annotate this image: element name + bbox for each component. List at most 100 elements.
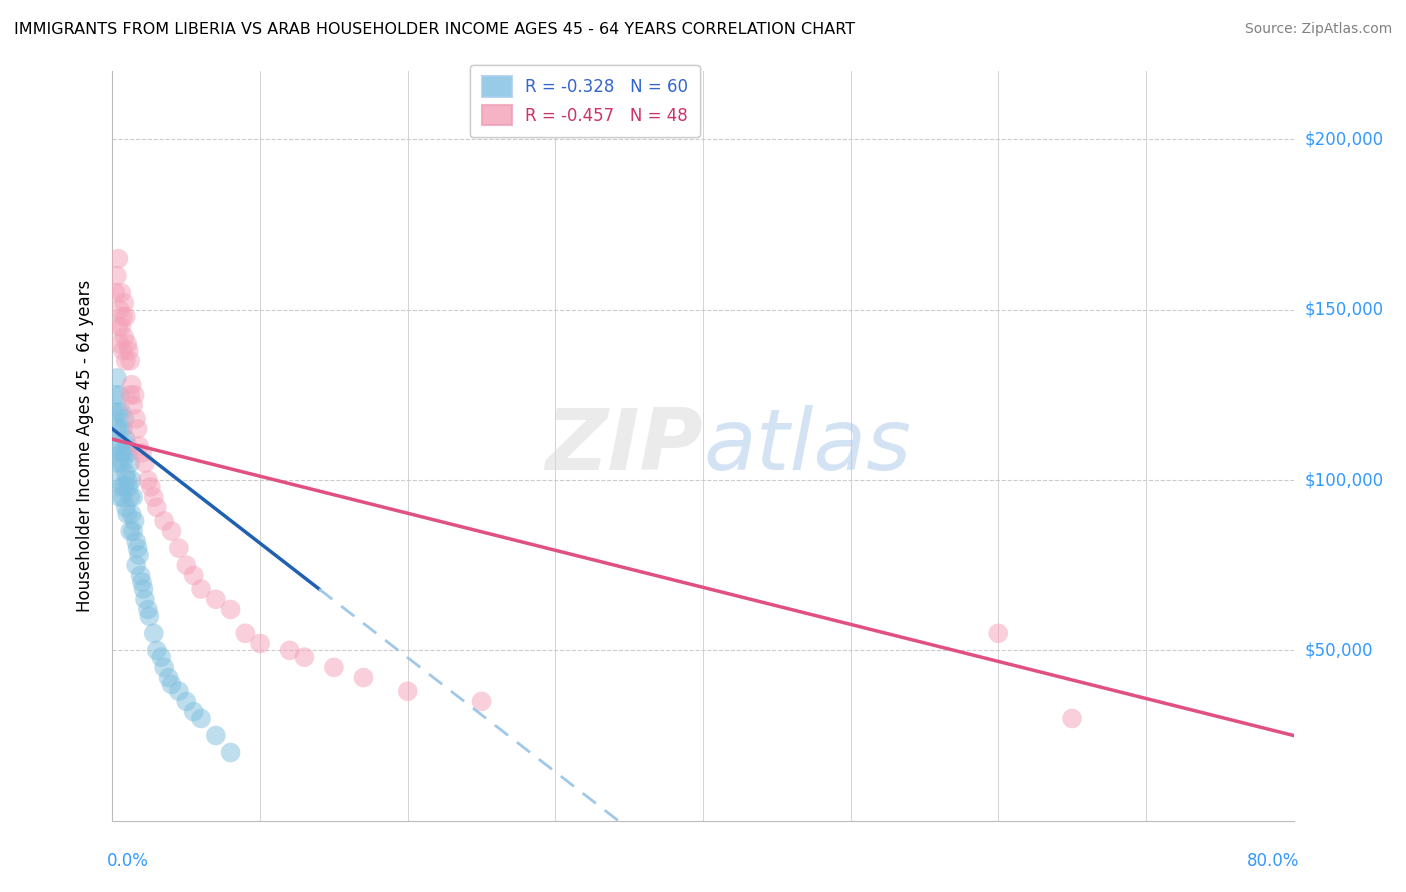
Legend: R = -0.328   N = 60, R = -0.457   N = 48: R = -0.328 N = 60, R = -0.457 N = 48 (470, 65, 700, 137)
Point (470, 694, 494, 708)
Point (107, 405, 129, 419)
Point (219, 746, 242, 760)
Point (110, 319, 132, 334)
Point (183, 568, 205, 582)
Point (142, 626, 165, 640)
Point (167, 541, 190, 556)
Point (107, 252, 129, 266)
Point (114, 467, 136, 481)
Point (122, 524, 145, 538)
Point (112, 330, 135, 344)
Point (112, 480, 135, 494)
Point (124, 514, 146, 528)
Text: $150,000: $150,000 (1305, 301, 1384, 318)
Point (122, 398, 145, 412)
Point (138, 609, 160, 624)
Point (112, 411, 135, 425)
Point (108, 336, 131, 351)
Text: ZIP: ZIP (546, 404, 703, 488)
Point (103, 405, 125, 419)
Point (104, 388, 127, 402)
Point (136, 602, 159, 616)
Point (114, 500, 136, 515)
Point (167, 684, 190, 698)
Point (205, 592, 228, 607)
Point (128, 439, 150, 453)
Point (160, 677, 183, 691)
Point (128, 548, 150, 562)
Point (111, 343, 134, 358)
Point (292, 650, 315, 665)
Point (139, 480, 162, 494)
Point (120, 490, 142, 504)
Point (108, 302, 131, 317)
Point (110, 285, 132, 300)
Point (117, 473, 138, 487)
Point (111, 456, 134, 470)
Point (111, 490, 134, 504)
Point (104, 285, 127, 300)
Point (132, 582, 155, 596)
Point (157, 671, 180, 685)
Point (160, 524, 183, 538)
Point (396, 684, 419, 698)
Point (124, 388, 146, 402)
Point (122, 490, 145, 504)
Text: 80.0%: 80.0% (1247, 852, 1299, 870)
Point (104, 439, 127, 453)
Point (117, 439, 138, 453)
Point (118, 480, 141, 494)
Point (121, 473, 143, 487)
Point (131, 575, 153, 590)
Point (108, 456, 131, 470)
Point (120, 456, 142, 470)
Point (146, 643, 169, 657)
Point (121, 377, 143, 392)
Point (125, 558, 148, 573)
Point (183, 705, 205, 719)
Point (121, 507, 143, 521)
Text: $100,000: $100,000 (1305, 471, 1384, 489)
Point (131, 446, 153, 460)
Point (114, 310, 136, 324)
Point (127, 422, 149, 436)
Point (118, 446, 141, 460)
Point (108, 490, 131, 504)
Point (105, 371, 128, 385)
Point (142, 490, 165, 504)
Point (987, 626, 1010, 640)
Point (120, 524, 142, 538)
Point (153, 660, 176, 674)
Point (107, 473, 129, 487)
Point (117, 507, 138, 521)
Point (108, 388, 131, 402)
Point (120, 354, 142, 368)
Point (105, 422, 128, 436)
Point (112, 296, 135, 310)
Point (110, 480, 132, 494)
Point (120, 388, 142, 402)
Point (118, 343, 141, 358)
Text: 0.0%: 0.0% (107, 852, 149, 870)
Point (110, 446, 132, 460)
Point (107, 439, 129, 453)
Point (150, 650, 173, 665)
Point (134, 456, 156, 470)
Point (108, 422, 131, 436)
Point (125, 534, 148, 549)
Point (129, 568, 152, 582)
Text: IMMIGRANTS FROM LIBERIA VS ARAB HOUSEHOLDER INCOME AGES 45 - 64 YEARS CORRELATIO: IMMIGRANTS FROM LIBERIA VS ARAB HOUSEHOL… (14, 22, 855, 37)
Point (117, 336, 138, 351)
Point (174, 694, 197, 708)
Point (125, 411, 148, 425)
Point (127, 541, 149, 556)
Text: $50,000: $50,000 (1305, 641, 1374, 659)
Text: $200,000: $200,000 (1305, 130, 1384, 148)
Point (205, 729, 228, 743)
Point (105, 268, 128, 283)
Point (233, 626, 256, 640)
Point (107, 319, 129, 334)
Point (111, 310, 134, 324)
Y-axis label: Householder Income Ages 45 - 64 years: Householder Income Ages 45 - 64 years (76, 280, 94, 612)
Text: Source: ZipAtlas.com: Source: ZipAtlas.com (1244, 22, 1392, 37)
